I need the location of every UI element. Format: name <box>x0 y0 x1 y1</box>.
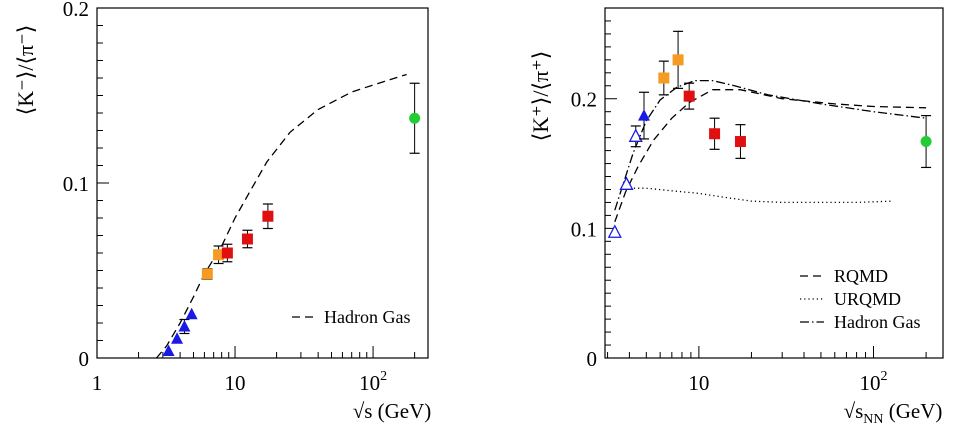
data-point-square <box>709 128 721 140</box>
data-point-triangle <box>171 332 184 344</box>
curve-hadron-gas <box>614 79 927 211</box>
curve-rqmd <box>614 89 927 223</box>
data-point-triangle <box>178 320 191 332</box>
x-tick-label: 102 <box>860 369 888 395</box>
data-point-square <box>201 268 213 280</box>
plot-frame <box>604 7 944 359</box>
data-point-square <box>672 54 684 66</box>
y-tick-label: 0 <box>587 347 598 371</box>
y-tick-label: 0.2 <box>63 0 89 21</box>
data-point-square <box>734 136 746 148</box>
x-tick-exponent: 2 <box>380 369 387 384</box>
x-tick-label: 10 <box>688 371 709 395</box>
data-point-square <box>683 90 695 102</box>
legend-label: URQMD <box>834 289 901 309</box>
x-tick-label: 10 <box>225 371 246 395</box>
data-point-triangle-open <box>619 176 634 190</box>
y-tick-label: 0.1 <box>571 217 597 241</box>
data-point-square <box>213 249 225 261</box>
x-axis-label: √s (GeV) <box>353 399 432 423</box>
data-point-triangle-open <box>607 224 622 238</box>
legend-label: Hadron Gas <box>834 312 920 332</box>
x-tick-label: 102 <box>359 369 387 395</box>
y-tick-label: 0.2 <box>571 88 597 112</box>
y-tick-label: 0.1 <box>63 172 89 196</box>
legend-label: RQMD <box>834 266 888 286</box>
x-tick-exponent: 2 <box>881 369 888 384</box>
curve-urqmd <box>625 187 894 204</box>
data-point-square <box>221 247 233 259</box>
y-tick-label: 0 <box>79 347 90 371</box>
x-axis-label: √sNN (GeV) <box>844 399 943 427</box>
chart-right-panel: 0 0.1 0.2 10 102 ⟨K⁺⟩/⟨π⁺⟩ √sNN (GeV) RQMD URQMD… <box>528 7 944 427</box>
x-axis-label-subscript: NN <box>863 412 883 427</box>
data-point-circle <box>409 112 421 124</box>
legend-label: Hadron Gas <box>324 307 410 327</box>
data-point-square <box>241 233 253 245</box>
data-point-triangle <box>162 344 175 356</box>
x-axis-label-part: (GeV) <box>884 399 943 423</box>
data-point-square <box>658 72 670 84</box>
data-point-circle <box>920 136 932 148</box>
data-point-triangle-open <box>628 128 643 142</box>
curve-hadron-gas <box>156 73 407 359</box>
chart-left-panel: 0 0.1 0.2 1 10 102 ⟨K⁻⟩/⟨π⁻⟩ √s (GeV) Hadron Gas <box>13 0 431 423</box>
y-axis-label: ⟨K⁺⟩/⟨π⁺⟩ <box>528 51 553 142</box>
x-tick-label: 1 <box>92 371 103 395</box>
x-axis-label-part: √s <box>844 399 864 423</box>
data-point-triangle <box>185 307 198 320</box>
data-point-square <box>262 210 274 222</box>
data-point-triangle <box>638 109 651 121</box>
y-axis-label: ⟨K⁻⟩/⟨π⁻⟩ <box>13 25 38 116</box>
plot-frame <box>96 7 429 359</box>
